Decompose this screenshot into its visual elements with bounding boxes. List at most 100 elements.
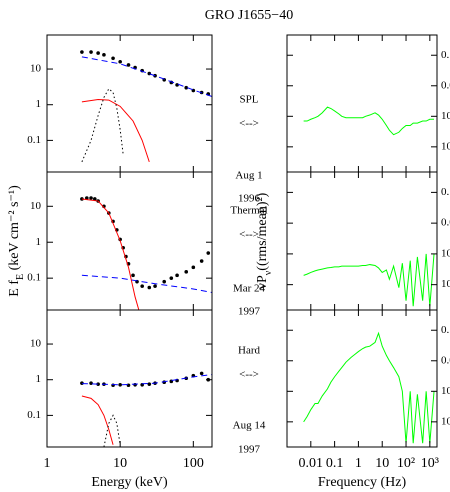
plot-area bbox=[303, 106, 435, 136]
data-point bbox=[147, 285, 152, 290]
data-point bbox=[111, 56, 115, 61]
y-tick-label: 0.01 bbox=[441, 217, 450, 229]
state: Thermal bbox=[230, 205, 267, 217]
y-tick-label: 0.1 bbox=[27, 272, 41, 284]
y-tick-label: 1 bbox=[36, 98, 42, 110]
y-axis-label: E fE (keV cm⁻² s⁻¹) bbox=[7, 185, 26, 297]
y-tick-label: 10⁻⁴ bbox=[441, 140, 450, 152]
model-curve bbox=[103, 414, 121, 447]
model-curve bbox=[81, 56, 212, 97]
data-point bbox=[199, 371, 204, 376]
data-point bbox=[89, 196, 93, 200]
y-tick-label: 10⁻⁴ bbox=[441, 415, 450, 427]
data-point bbox=[162, 279, 167, 284]
y-axis-label-part: E f bbox=[7, 280, 22, 297]
x-tick-label: 10 bbox=[375, 456, 389, 471]
plot-area bbox=[80, 50, 212, 163]
y-tick-label: 10 bbox=[30, 338, 42, 350]
date: Aug 14 bbox=[233, 420, 266, 432]
panel-frame bbox=[46, 309, 213, 448]
y-tick-label: 10⁻³ bbox=[441, 110, 450, 122]
x-tick-label: 1 bbox=[355, 456, 362, 471]
data-point bbox=[191, 265, 196, 270]
plot-area bbox=[303, 253, 435, 307]
figure-title: GRO J1655−40 bbox=[205, 8, 293, 23]
data-point bbox=[126, 63, 131, 67]
state-labels: SPL <--> Aug 1 1996 Thermal <--> Mar 24 … bbox=[230, 94, 267, 456]
data-point bbox=[153, 284, 157, 288]
panel: 0.1 1 10 E fE (keV cm⁻² s⁻¹) bbox=[7, 171, 213, 311]
data-point bbox=[85, 196, 89, 200]
y-tick-label: 10⁻³ bbox=[441, 385, 450, 397]
model-curve bbox=[303, 331, 435, 444]
panel: νPν((rms/mean)²) bbox=[255, 171, 438, 311]
y-tick-label: 10 bbox=[30, 63, 42, 75]
data-point bbox=[147, 71, 152, 76]
y-tick-label: 1 bbox=[36, 236, 42, 248]
x-tick-label: 0.1 bbox=[326, 456, 344, 471]
data-point bbox=[89, 50, 93, 54]
arrow: <--> bbox=[239, 229, 259, 241]
data-point bbox=[118, 59, 122, 64]
model-curve bbox=[303, 253, 435, 307]
x-tick-label: 100 bbox=[183, 456, 204, 471]
data-point bbox=[175, 273, 179, 278]
panel: 0.1 1 10 bbox=[27, 34, 213, 173]
y-tick-label: 0.1 bbox=[441, 324, 450, 336]
data-point bbox=[80, 197, 84, 201]
arrow: <--> bbox=[239, 369, 259, 381]
panel-frame bbox=[46, 171, 213, 311]
data-point bbox=[206, 251, 211, 255]
y-axis-label: νPν((rms/mean)²) bbox=[255, 192, 274, 289]
y-tick-label: 10 bbox=[30, 200, 42, 212]
plot-area bbox=[303, 331, 435, 444]
data-point bbox=[184, 85, 189, 90]
plot-area bbox=[80, 371, 212, 447]
panel-frame bbox=[46, 34, 213, 173]
panel bbox=[286, 34, 438, 173]
panel-frame bbox=[286, 309, 438, 448]
panel: 1 10 100 0.1 1 10 Energy (keV) bbox=[27, 309, 213, 490]
data-point bbox=[102, 53, 106, 57]
year: 1996 bbox=[238, 193, 261, 205]
model-curve bbox=[81, 395, 114, 445]
panel-frame bbox=[286, 34, 438, 173]
data-point bbox=[96, 382, 100, 386]
y-tick-label: 0.1 bbox=[27, 409, 41, 421]
data-point bbox=[131, 273, 135, 278]
date: Aug 1 bbox=[235, 170, 262, 182]
y-tick-label: 0.1 bbox=[441, 49, 450, 61]
year: 1997 bbox=[238, 306, 261, 318]
model-curve bbox=[81, 198, 140, 310]
date: Mar 24 bbox=[233, 283, 266, 295]
data-point bbox=[111, 383, 115, 388]
year: 1997 bbox=[238, 444, 261, 456]
panel: 0.01 0.1 1 10 10² 10³ Frequency (Hz) bbox=[286, 309, 439, 490]
y-tick-label: 10⁻⁴ bbox=[441, 278, 450, 290]
y-tick-label: 0.01 bbox=[441, 79, 450, 91]
y-tick-label: 0.1 bbox=[27, 134, 41, 146]
y-tick-label: 0.01 bbox=[441, 354, 450, 366]
data-point bbox=[147, 382, 152, 386]
data-point bbox=[92, 197, 97, 201]
data-point bbox=[184, 270, 189, 274]
model-curve bbox=[81, 374, 212, 386]
data-point bbox=[80, 50, 84, 54]
y-axis-label-part: (keV cm⁻² s⁻¹) bbox=[7, 185, 22, 274]
plot-area bbox=[80, 196, 212, 310]
model-curve bbox=[303, 106, 435, 136]
data-point bbox=[199, 259, 204, 263]
arrow: <--> bbox=[239, 118, 259, 130]
data-point bbox=[118, 383, 122, 387]
x-tick-label: 10² bbox=[397, 456, 415, 471]
x-tick-label: 0.01 bbox=[299, 456, 324, 471]
x-tick-label: 10³ bbox=[421, 456, 439, 471]
y-tick-label: 10⁻³ bbox=[441, 247, 450, 259]
data-point bbox=[140, 284, 144, 288]
state: Hard bbox=[238, 345, 260, 357]
label-clip: 0.1 0.01 10⁻³ 10⁻⁴ 0.1 0.01 10⁻³ 10⁻⁴ 0.1 0.01 10⁻… bbox=[441, 49, 450, 428]
model-curve bbox=[81, 98, 150, 163]
data-point bbox=[169, 276, 174, 280]
state: SPL bbox=[240, 94, 259, 106]
